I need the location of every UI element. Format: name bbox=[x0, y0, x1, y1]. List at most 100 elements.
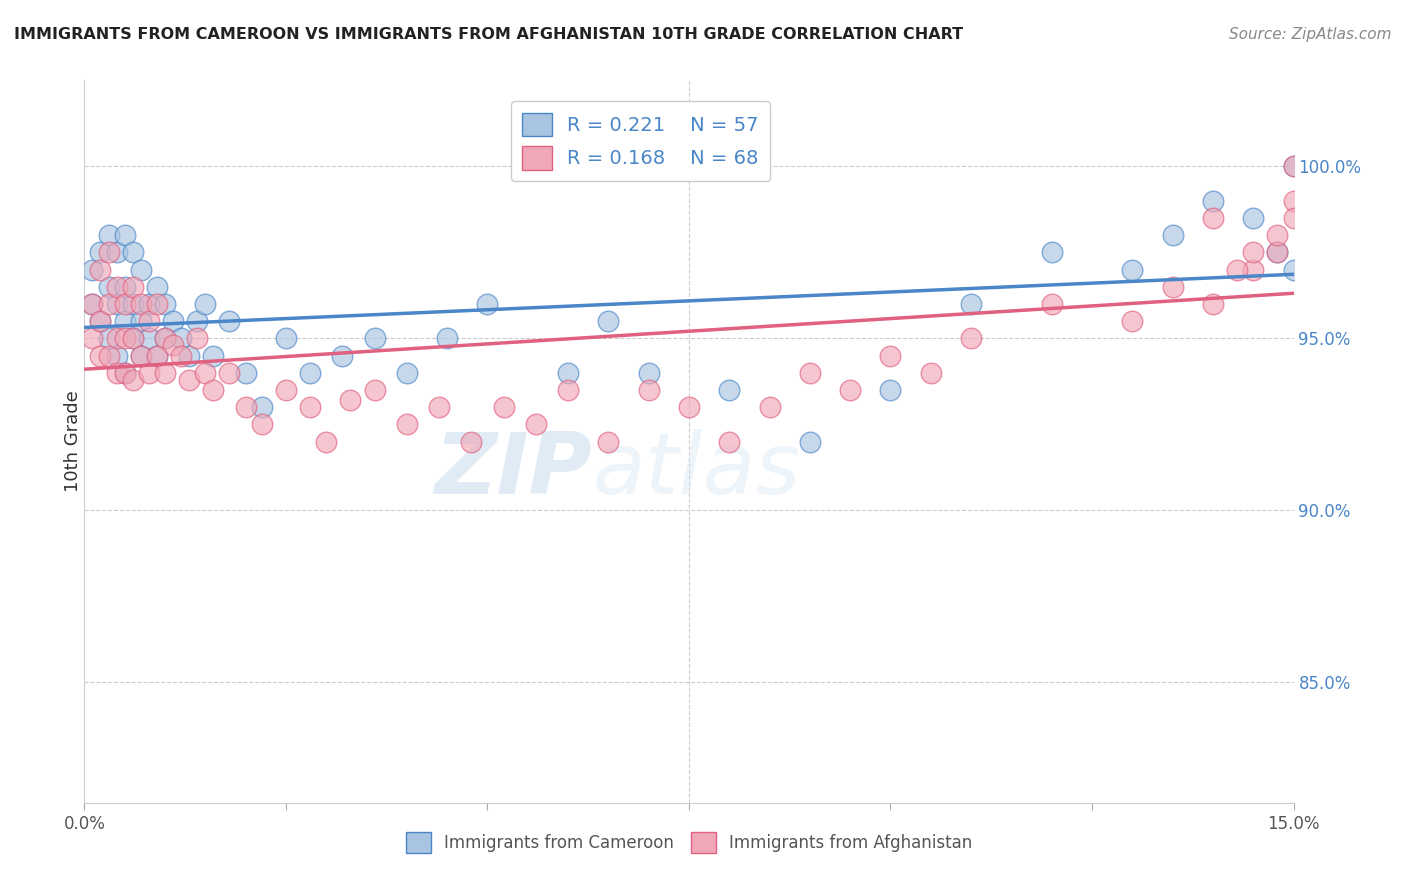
Point bbox=[1282, 194, 1305, 208]
Point bbox=[89, 349, 111, 363]
Point bbox=[146, 349, 169, 363]
Point bbox=[105, 366, 128, 380]
Point bbox=[218, 366, 240, 380]
Point bbox=[129, 262, 152, 277]
Point bbox=[121, 373, 143, 387]
Text: Source: ZipAtlas.com: Source: ZipAtlas.com bbox=[1229, 27, 1392, 42]
Point bbox=[1161, 228, 1184, 243]
Point bbox=[1282, 159, 1305, 173]
Point bbox=[299, 366, 322, 380]
Point bbox=[114, 314, 136, 328]
Point bbox=[1241, 262, 1264, 277]
Point bbox=[1267, 245, 1289, 260]
Point bbox=[97, 279, 120, 293]
Point bbox=[97, 331, 120, 345]
Point bbox=[460, 434, 482, 449]
Point bbox=[153, 366, 176, 380]
Point bbox=[138, 331, 160, 345]
Point bbox=[194, 366, 217, 380]
Point bbox=[799, 366, 821, 380]
Point bbox=[1241, 211, 1264, 225]
Point bbox=[170, 331, 193, 345]
Point bbox=[879, 349, 901, 363]
Point bbox=[82, 262, 104, 277]
Point bbox=[146, 297, 169, 311]
Point bbox=[477, 297, 499, 311]
Point bbox=[1202, 211, 1225, 225]
Text: ZIP: ZIP bbox=[434, 429, 592, 512]
Point bbox=[138, 297, 160, 311]
Point bbox=[186, 314, 208, 328]
Point bbox=[89, 314, 111, 328]
Point bbox=[129, 314, 152, 328]
Point bbox=[129, 349, 152, 363]
Point bbox=[637, 383, 659, 397]
Point bbox=[315, 434, 337, 449]
Point bbox=[1040, 297, 1063, 311]
Point bbox=[1241, 245, 1264, 260]
Point bbox=[492, 400, 515, 414]
Point bbox=[138, 366, 160, 380]
Point bbox=[114, 297, 136, 311]
Point bbox=[82, 297, 104, 311]
Point bbox=[363, 383, 385, 397]
Point bbox=[637, 366, 659, 380]
Point bbox=[89, 262, 111, 277]
Point bbox=[1202, 297, 1225, 311]
Point bbox=[114, 228, 136, 243]
Point bbox=[274, 383, 297, 397]
Point bbox=[202, 349, 225, 363]
Point bbox=[121, 279, 143, 293]
Point bbox=[114, 331, 136, 345]
Point bbox=[89, 245, 111, 260]
Point bbox=[105, 297, 128, 311]
Point bbox=[920, 366, 942, 380]
Point bbox=[194, 297, 217, 311]
Point bbox=[97, 228, 120, 243]
Point bbox=[121, 245, 143, 260]
Point bbox=[129, 349, 152, 363]
Point bbox=[89, 314, 111, 328]
Point bbox=[146, 349, 169, 363]
Point bbox=[105, 331, 128, 345]
Point bbox=[114, 366, 136, 380]
Point bbox=[97, 297, 120, 311]
Point bbox=[235, 400, 257, 414]
Point bbox=[524, 417, 547, 432]
Point bbox=[395, 366, 418, 380]
Point bbox=[718, 434, 741, 449]
Point bbox=[121, 331, 143, 345]
Point bbox=[1202, 194, 1225, 208]
Point bbox=[162, 314, 184, 328]
Point bbox=[598, 314, 620, 328]
Point bbox=[250, 400, 273, 414]
Point bbox=[186, 331, 208, 345]
Point bbox=[557, 366, 579, 380]
Point bbox=[1267, 245, 1289, 260]
Point bbox=[299, 400, 322, 414]
Text: IMMIGRANTS FROM CAMEROON VS IMMIGRANTS FROM AFGHANISTAN 10TH GRADE CORRELATION C: IMMIGRANTS FROM CAMEROON VS IMMIGRANTS F… bbox=[14, 27, 963, 42]
Point bbox=[1121, 314, 1143, 328]
Point bbox=[121, 297, 143, 311]
Text: atlas: atlas bbox=[592, 429, 800, 512]
Point bbox=[718, 383, 741, 397]
Point bbox=[879, 383, 901, 397]
Point bbox=[121, 331, 143, 345]
Point bbox=[82, 297, 104, 311]
Point bbox=[363, 331, 385, 345]
Point bbox=[1226, 262, 1249, 277]
Point bbox=[758, 400, 780, 414]
Point bbox=[598, 434, 620, 449]
Point bbox=[114, 279, 136, 293]
Point bbox=[960, 331, 983, 345]
Point bbox=[1121, 262, 1143, 277]
Point bbox=[179, 373, 201, 387]
Point bbox=[153, 331, 176, 345]
Point bbox=[799, 434, 821, 449]
Point bbox=[1282, 211, 1305, 225]
Point bbox=[557, 383, 579, 397]
Y-axis label: 10th Grade: 10th Grade bbox=[65, 391, 82, 492]
Point bbox=[274, 331, 297, 345]
Point bbox=[427, 400, 450, 414]
Point bbox=[97, 349, 120, 363]
